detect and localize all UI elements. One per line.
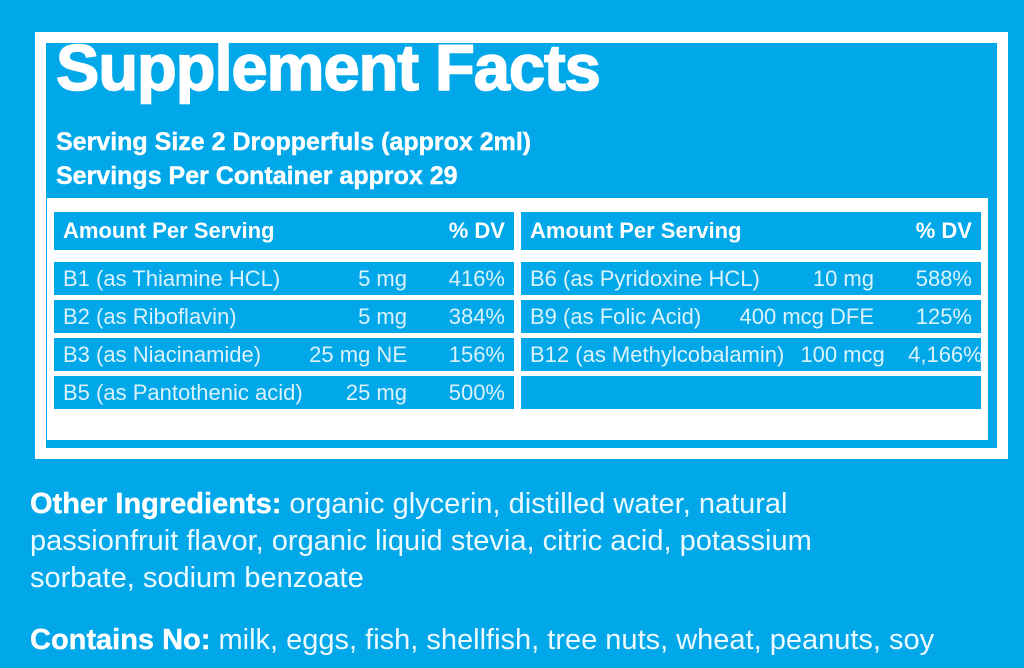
table-header: Amount Per Serving % DV [54,212,514,250]
nutrient-amount: 100 mcg [800,341,885,367]
nutrient-amount: 5 mg [358,265,407,291]
table-row: B9 (as Folic Acid) 400 mcg DFE 125% [521,300,981,333]
nutrient-dv: 416% [448,265,505,291]
nutrient-dv: 125% [915,303,972,329]
table-row: B12 (as Methylcobalamin) 100 mcg 4,166% [521,338,983,371]
table-row: B1 (as Thiamine HCL) 5 mg 416% [54,262,514,295]
table-header: Amount Per Serving % DV [521,212,981,250]
nutrient-dv: 156% [448,341,505,367]
nutrient-table: Amount Per Serving % DV B1 (as Thiamine … [47,198,988,440]
nutrient-dv: 500% [448,379,505,405]
nutrient-name: B5 (as Pantothenic acid) [63,379,303,405]
nutrient-name: B2 (as Riboflavin) [63,303,237,329]
nutrient-amount: 400 mcg DFE [739,303,875,329]
table-row: B2 (as Riboflavin) 5 mg 384% [54,300,514,333]
nutrient-table-left-column: Amount Per Serving % DV B1 (as Thiamine … [54,212,514,440]
nutrient-dv: 384% [448,303,505,329]
facts-panel-border [35,32,1008,459]
table-row: B3 (as Niacinamide) 25 mg NE 156% [54,338,514,371]
nutrient-amount: 25 mg NE [309,341,407,367]
serving-size-line: Serving Size 2 Dropperfuls (approx 2ml) [56,128,532,156]
column-header-amount: Amount Per Serving [530,218,742,243]
nutrient-name: B6 (as Pyridoxine HCL) [530,265,760,291]
nutrient-amount: 25 mg [345,379,407,405]
servings-per-container-line: Servings Per Container approx 29 [56,162,458,190]
nutrient-dv: 4,166% [908,341,983,367]
contains-no-section: Contains No: milk, eggs, fish, shellfish… [30,622,934,659]
column-header-dv: % DV [915,218,972,243]
column-header-dv: % DV [448,218,505,243]
contains-no-text: milk, eggs, fish, shellfish, tree nuts, … [210,624,935,656]
nutrient-amount: 5 mg [358,303,407,329]
nutrient-amount: 10 mg [812,265,874,291]
table-row: B6 (as Pyridoxine HCL) 10 mg 588% [521,262,981,295]
other-ingredients-section: Other Ingredients: organic glycerin, dis… [30,486,812,597]
column-header-amount: Amount Per Serving [63,218,275,243]
nutrient-table-right-column: Amount Per Serving % DV B6 (as Pyridoxin… [521,212,983,440]
nutrient-name: B9 (as Folic Acid) [530,303,702,329]
other-ingredients-line3: sorbate, sodium benzoate [30,562,364,594]
nutrient-name: B3 (as Niacinamide) [63,341,262,367]
other-ingredients-text: organic glycerin, distilled water, natur… [281,488,788,520]
other-ingredients-line1: Other Ingredients: organic glycerin, dis… [30,486,812,523]
contains-no-label: Contains No: [30,624,211,656]
nutrient-name: B12 (as Methylcobalamin) [530,341,785,367]
table-row-empty [521,376,981,409]
nutrient-dv: 588% [915,265,972,291]
table-row: B5 (as Pantothenic acid) 25 mg 500% [54,376,514,409]
nutrient-name: B1 (as Thiamine HCL) [63,265,281,291]
other-ingredients-line2: passionfruit flavor, organic liquid stev… [30,525,812,557]
page-title: Supplement Facts [55,30,601,105]
other-ingredients-label: Other Ingredients: [30,488,282,520]
